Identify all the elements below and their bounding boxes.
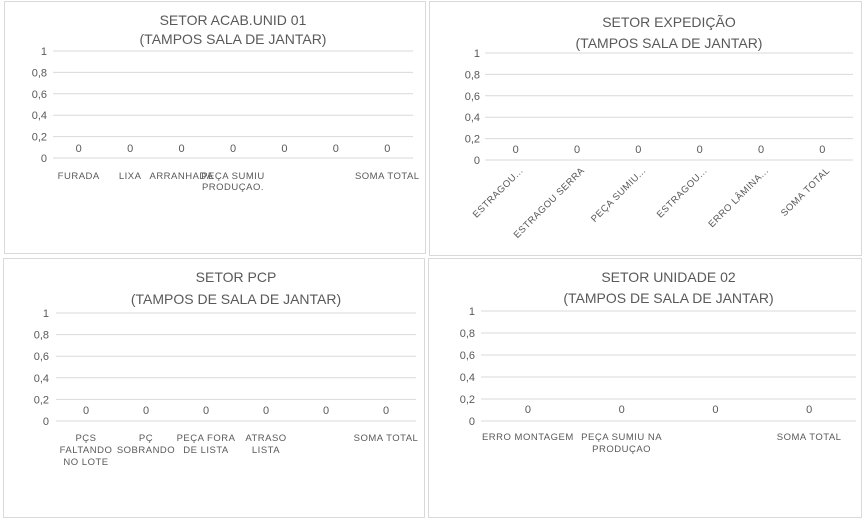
chart-pcp: SETOR PCP (TAMPOS DE SALA DE JANTAR) 0 0,2 0… — [34, 269, 419, 468]
y-tick-label: 0,2 — [460, 394, 475, 406]
x-tick-label: PEÇA SUMIU NA PRODUÇAO — [581, 432, 662, 455]
x-tick-label: ESTRAGOU... — [471, 165, 526, 220]
y-tick-label: 0,2 — [34, 394, 49, 406]
y-tick-label: 0 — [41, 153, 47, 165]
x-tick-label: ESTRAGOU SERRA — [512, 165, 588, 241]
data-label: 0 — [230, 143, 236, 155]
y-tick-label: 1 — [43, 308, 49, 320]
data-label: 0 — [83, 405, 89, 417]
chart-panel-expedicao: SETOR EXPEDIÇÃO (TAMPOS SALA DE JANTAR) 0 0… — [429, 1, 862, 256]
data-label: 0 — [127, 143, 133, 155]
y-tick-label: 0 — [43, 416, 49, 428]
y-tick-label: 0 — [469, 416, 475, 428]
y-tick-label: 0,8 — [465, 69, 480, 81]
y-tick-label: 0 — [474, 155, 480, 167]
data-label: 0 — [323, 405, 329, 417]
data-label: 0 — [525, 404, 531, 416]
y-tick-label: 0,8 — [460, 328, 475, 340]
y-tick-label: 1 — [41, 46, 47, 58]
data-label: 0 — [384, 143, 390, 155]
y-tick-label: 0,2 — [32, 132, 47, 144]
chart-title: SETOR PCP — [196, 269, 277, 285]
x-tick-label: FURADA — [58, 171, 100, 182]
y-tick-label: 1 — [474, 48, 480, 60]
x-tick-label: ARRANHADA — [149, 171, 213, 182]
data-label: 0 — [819, 144, 825, 156]
y-tick-label: 0,8 — [32, 67, 47, 79]
x-tick-label: ERRO LÂMINA... — [707, 165, 772, 230]
data-label: 0 — [203, 405, 209, 417]
chart-subtitle: (TAMPOS SALA DE JANTAR) — [140, 31, 327, 47]
data-label: 0 — [513, 144, 519, 156]
chart-title: SETOR UNIDADE 02 — [601, 269, 736, 285]
y-tick-label: 0,4 — [465, 112, 480, 124]
x-tick-label: PEÇA FORA DE LISTA — [177, 433, 236, 456]
y-tick-label: 0,2 — [465, 134, 480, 146]
y-tick-label: 0,6 — [460, 350, 475, 362]
y-tick-label: 0,6 — [32, 89, 47, 101]
data-label: 0 — [263, 405, 269, 417]
x-tick-label: ATRASO LISTA — [245, 433, 286, 456]
chart-acab-unid-01: SETOR ACAB.UNID 01 (TAMPOS SALA DE JANTAR… — [32, 12, 420, 193]
chart-expedicao: SETOR EXPEDIÇÃO (TAMPOS SALA DE JANTAR) 0 0… — [465, 14, 853, 241]
x-tick-label: PÇS FALTANDO NO LOTE — [60, 433, 113, 468]
y-tick-label: 0,4 — [34, 373, 49, 385]
data-label: 0 — [806, 404, 812, 416]
y-tick-label: 1 — [469, 306, 475, 318]
data-label: 0 — [76, 143, 82, 155]
y-tick-label: 0,6 — [34, 351, 49, 363]
x-tick-label: SOMA TOTAL — [355, 171, 420, 182]
data-label: 0 — [143, 405, 149, 417]
chart-title: SETOR ACAB.UNID 01 — [160, 12, 307, 28]
data-label: 0 — [697, 144, 703, 156]
chart-title: SETOR EXPEDIÇÃO — [602, 14, 736, 30]
x-tick-label: SOMA TOTAL — [354, 433, 419, 444]
data-label: 0 — [712, 404, 718, 416]
data-label: 0 — [333, 143, 339, 155]
data-label: 0 — [281, 143, 287, 155]
y-tick-label: 0,4 — [460, 372, 475, 384]
data-label: 0 — [619, 404, 625, 416]
y-tick-label: 0,4 — [32, 110, 47, 122]
x-tick-label: PEÇA SUMIU PRODUÇAO. — [201, 171, 265, 193]
chart-subtitle: (TAMPOS DE SALA DE JANTAR) — [131, 291, 341, 307]
data-label: 0 — [179, 143, 185, 155]
chart-panel-acab-unid-01: SETOR ACAB.UNID 01 (TAMPOS SALA DE JANTAR… — [4, 1, 426, 254]
x-tick-label: PÇ SOBRANDO — [117, 433, 175, 456]
chart-panel-pcp: SETOR PCP (TAMPOS DE SALA DE JANTAR) 0 0,2 0… — [3, 258, 425, 518]
x-tick-label: ESTRAGOU... — [655, 165, 710, 220]
x-tick-label: PEÇA SUMIU... — [589, 165, 648, 224]
chart-unidade-02: SETOR UNIDADE 02 (TAMPOS DE SALA DE JANTA… — [460, 269, 856, 455]
x-tick-label: SOMA TOTAL — [777, 432, 842, 443]
y-tick-label: 0,8 — [34, 330, 49, 342]
chart-subtitle: (TAMPOS SALA DE JANTAR) — [576, 35, 763, 51]
data-label: 0 — [758, 144, 764, 156]
y-tick-label: 0,6 — [465, 91, 480, 103]
x-tick-label: SOMA TOTAL — [779, 165, 833, 219]
data-label: 0 — [574, 144, 580, 156]
chart-panel-unidade-02: SETOR UNIDADE 02 (TAMPOS DE SALA DE JANTA… — [428, 258, 862, 518]
x-tick-label: ERRO MONTAGEM — [482, 432, 574, 443]
x-tick-label: LIXA — [119, 171, 142, 182]
data-label: 0 — [383, 405, 389, 417]
chart-subtitle: (TAMPOS DE SALA DE JANTAR) — [563, 290, 773, 306]
data-label: 0 — [635, 144, 641, 156]
